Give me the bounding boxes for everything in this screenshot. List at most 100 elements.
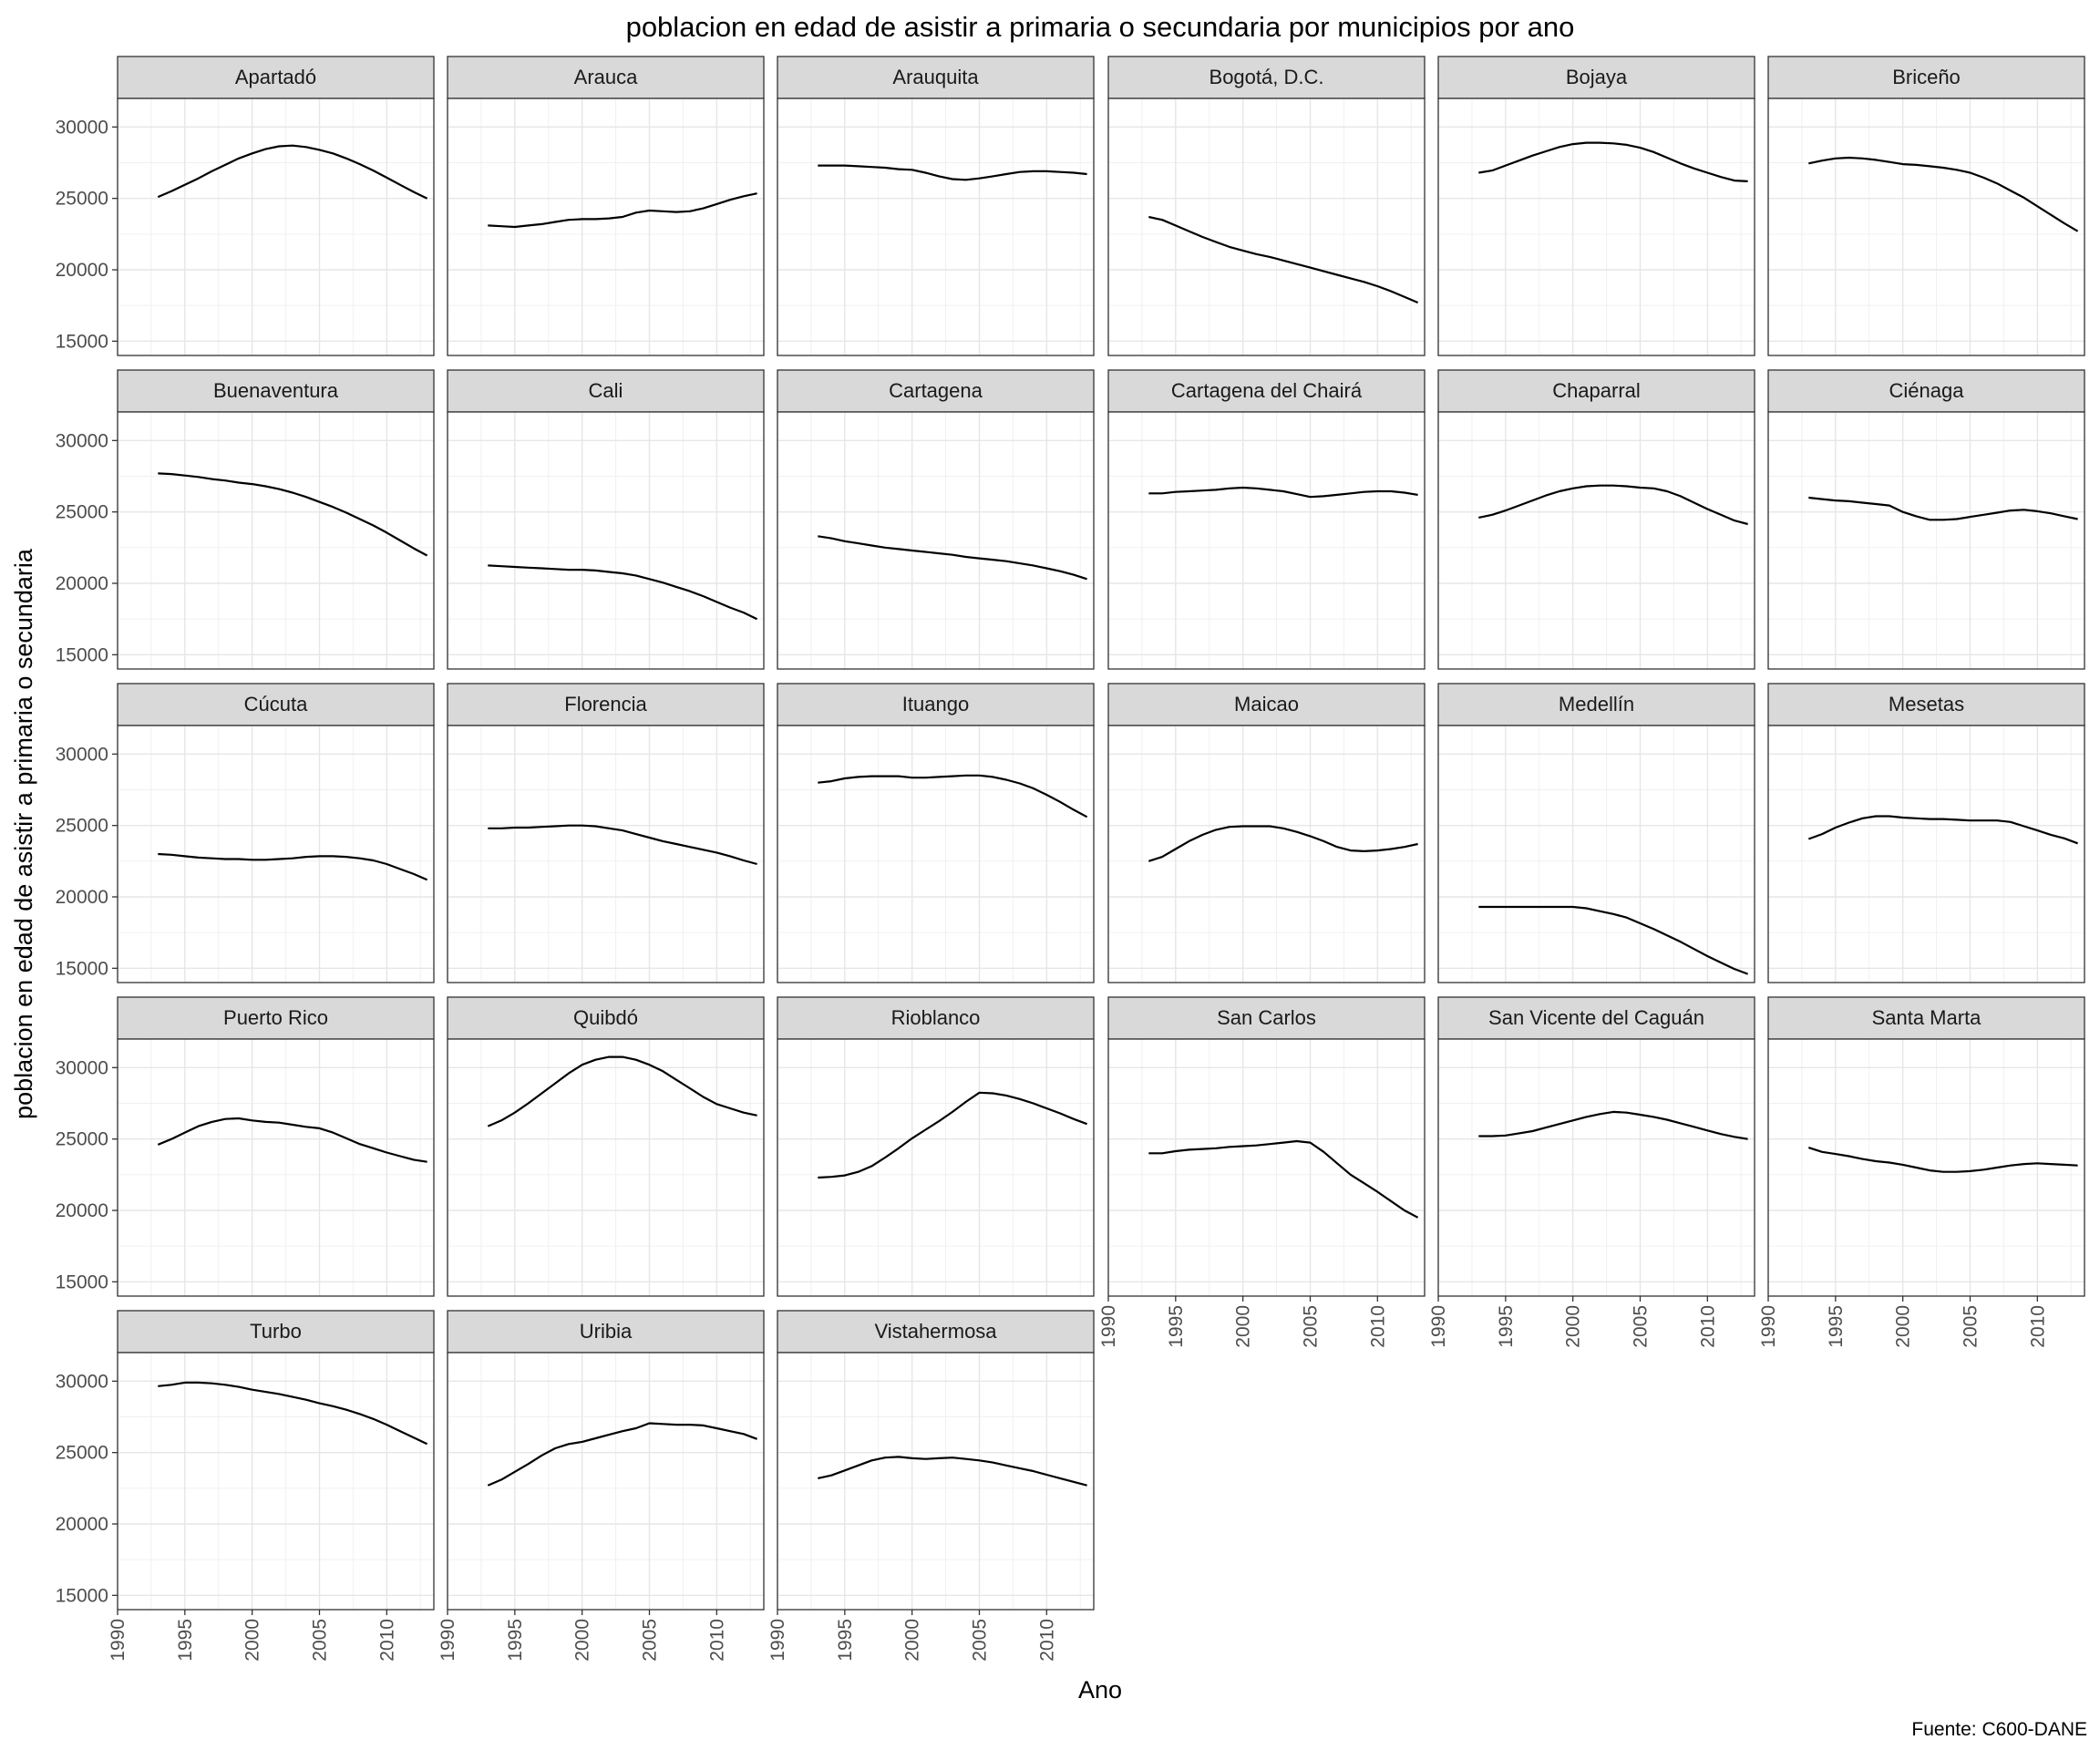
strip-background bbox=[447, 683, 765, 726]
y-tick-label: 25000 bbox=[56, 189, 108, 210]
panel-border bbox=[1767, 1038, 2085, 1297]
strip-background bbox=[1107, 996, 1426, 1040]
x-tick-label: 1990 bbox=[108, 1619, 129, 1662]
panel-background bbox=[448, 1039, 764, 1296]
chart-title: poblacion en edad de asistir a primaria … bbox=[626, 11, 1575, 43]
facet-panel: Bojaya bbox=[1437, 56, 1755, 356]
y-tick-label: 20000 bbox=[56, 887, 108, 908]
series-line bbox=[487, 1422, 757, 1487]
series-line bbox=[1148, 486, 1418, 499]
x-tick-label: 2005 bbox=[1960, 1305, 1981, 1348]
panel-background bbox=[777, 726, 1094, 983]
strip-label: Turbo bbox=[250, 1320, 302, 1343]
strip-background bbox=[777, 56, 1095, 99]
panel-border bbox=[1767, 98, 2085, 356]
x-tick-label: 1995 bbox=[1826, 1305, 1847, 1348]
y-tick-label: 25000 bbox=[56, 502, 108, 523]
x-tick-label: 1995 bbox=[1166, 1305, 1187, 1348]
strip-label: Bojaya bbox=[1566, 66, 1628, 88]
panel-background bbox=[118, 98, 434, 355]
panel-background bbox=[1438, 726, 1755, 983]
x-tick-label: 2005 bbox=[309, 1619, 330, 1662]
strip-label: Uribia bbox=[580, 1320, 633, 1343]
panel-border bbox=[117, 1038, 435, 1297]
panel-border bbox=[1107, 411, 1426, 670]
series-line bbox=[818, 535, 1087, 581]
panel-border bbox=[447, 1038, 765, 1297]
x-tick-label: 1995 bbox=[1496, 1305, 1517, 1348]
strip-background bbox=[1767, 996, 2085, 1040]
strip-background bbox=[447, 996, 765, 1040]
facet-panel: Ituango bbox=[777, 683, 1095, 983]
y-tick-label: 25000 bbox=[56, 1129, 108, 1150]
x-tick-label: 1995 bbox=[505, 1619, 526, 1662]
strip-label: Ituango bbox=[902, 693, 969, 715]
strip-background bbox=[447, 56, 765, 99]
strip-label: San Carlos bbox=[1217, 1006, 1316, 1029]
facet-panel: Vistahermosa 1990 1995 2000 2005 2010 bbox=[767, 1310, 1095, 1662]
series-line bbox=[488, 564, 758, 621]
panel-background bbox=[1108, 726, 1425, 983]
x-tick-label: 2000 bbox=[902, 1619, 923, 1662]
panel-background bbox=[777, 98, 1094, 355]
panel-border bbox=[1437, 411, 1755, 670]
x-tick-label: 2000 bbox=[572, 1619, 593, 1662]
panel-border bbox=[1767, 411, 2085, 670]
strip-background bbox=[117, 1310, 435, 1354]
facet-panel: Cartagena del Chairá bbox=[1107, 369, 1426, 670]
strip-background bbox=[117, 56, 435, 99]
x-tick-label: 2000 bbox=[242, 1619, 263, 1662]
facet-panel: Puerto Rico 15000 20000 25000 30000 bbox=[56, 996, 435, 1297]
y-tick-label: 15000 bbox=[56, 958, 108, 979]
strip-label: Quibdó bbox=[573, 1006, 638, 1029]
x-tick-label: 1990 bbox=[767, 1619, 788, 1662]
y-tick-label: 20000 bbox=[56, 573, 108, 594]
facet-panel: Briceño bbox=[1767, 56, 2085, 356]
y-tick-label: 30000 bbox=[56, 1057, 108, 1078]
series-line bbox=[1478, 141, 1748, 182]
strip-background bbox=[447, 1310, 765, 1354]
y-tick-label: 25000 bbox=[56, 816, 108, 837]
x-tick-label: 2005 bbox=[639, 1619, 660, 1662]
y-tick-label: 25000 bbox=[56, 1443, 108, 1464]
strip-background bbox=[777, 683, 1095, 726]
panel-background bbox=[1108, 1039, 1425, 1296]
series-line bbox=[818, 774, 1088, 818]
y-tick-label: 30000 bbox=[56, 1371, 108, 1392]
facet-panel: Quibdó bbox=[447, 996, 765, 1297]
panel-border bbox=[447, 1352, 765, 1611]
panel-border bbox=[447, 98, 765, 356]
x-tick-label: 2010 bbox=[2027, 1305, 2048, 1348]
strip-label: Florencia bbox=[564, 693, 647, 715]
x-tick-label: 2010 bbox=[376, 1619, 397, 1662]
panel-border bbox=[447, 411, 765, 670]
panel-background bbox=[777, 412, 1094, 669]
panel-background bbox=[777, 1353, 1094, 1610]
facet-panel: San Vicente del Caguán 1990 1995 2000 2005 20… bbox=[1428, 996, 1755, 1348]
facet-panel: Chaparral bbox=[1437, 369, 1755, 670]
panel-background bbox=[1768, 1039, 2085, 1296]
strip-label: Cartagena del Chairá bbox=[1171, 379, 1363, 402]
x-tick-label: 1990 bbox=[438, 1619, 458, 1662]
facet-panel: Arauquita bbox=[777, 56, 1095, 356]
strip-label: Cali bbox=[589, 379, 623, 402]
strip-background bbox=[777, 996, 1095, 1040]
series-line bbox=[488, 824, 757, 866]
facet-panel: Uribia 1990 1995 2000 2005 2010 bbox=[438, 1310, 765, 1662]
strip-label: Santa Marta bbox=[1872, 1006, 1982, 1029]
series-line bbox=[158, 1381, 428, 1446]
strip-label: Apartadó bbox=[235, 66, 316, 88]
x-tick-label: 2005 bbox=[1300, 1305, 1321, 1348]
x-tick-label: 2005 bbox=[1630, 1305, 1651, 1348]
panel-background bbox=[1768, 412, 2085, 669]
strip-background bbox=[1437, 369, 1755, 413]
facet-panel: Mesetas bbox=[1767, 683, 2085, 983]
facet-panel: Arauca bbox=[447, 56, 765, 356]
panel-background bbox=[118, 412, 434, 669]
strip-background bbox=[447, 369, 765, 413]
facet-panel: Bogotá, D.C. bbox=[1107, 56, 1426, 356]
y-tick-label: 20000 bbox=[56, 1514, 108, 1535]
chart-caption: Fuente: C600-DANE bbox=[1911, 1719, 2087, 1740]
strip-label: Rioblanco bbox=[891, 1006, 981, 1029]
